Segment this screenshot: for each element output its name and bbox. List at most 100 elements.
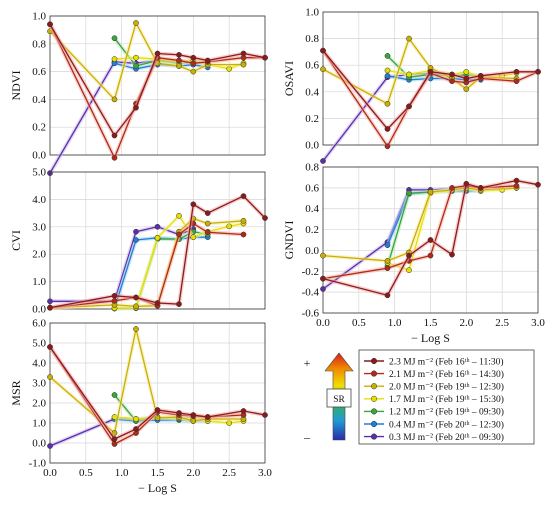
gndvi-data-point [535,181,541,188]
cvi-data-point [176,212,182,219]
msr-data-point [47,344,53,350]
ndvi-ytick-label: 1.0 [32,11,46,23]
cvi-data-point [240,193,247,199]
cvi-series-2 [47,220,247,311]
legend: + – SR 2.3 MJ m⁻² (Feb 16ᵗʰ – 11:30) 2.1 … [303,349,535,445]
ndvi-data-point [47,21,53,28]
cvi-ytick-label: 1.0 [32,276,46,288]
chart-msr: -1.00.01.02.03.04.05.06.00.0 0.5 1.0 1.5 2.0… [9,318,272,496]
msr-y-axis-label: MSR [9,380,23,405]
cvi-data-point [240,231,247,238]
gndvi-data-point [384,242,391,249]
legend-entries: 2.3 MJ m⁻² (Feb 16ᵗʰ – 11:30) 2.1 MJ m⁻² … [364,356,504,443]
legend-marker [370,408,378,415]
legend-label: 0.3 MJ m⁻² (Feb 20ᵗʰ – 09:30) [389,432,504,443]
osavi-plot-frame [322,11,539,146]
msr-xtick-label: 0.0 [43,467,57,479]
osavi-data-point [535,68,541,75]
cvi-ytick-label: 3.0 [32,221,46,233]
gndvi-data-point [427,189,434,195]
msr-series-1 [47,344,268,442]
gndvi-data-point [384,265,391,272]
msr-data-point [47,374,53,380]
legend-label: 1.7 MJ m⁻² (Feb 19ᵗʰ – 15:30) [389,394,504,405]
chart-gndvi: -0.6 -0.4 -0.2 0.0 0.2 0.4 0.6 0.8 0.0 0.5 1.0 1.5 2… [282,162,545,346]
ndvi-data-point [240,61,247,68]
osavi-data-point [384,67,391,74]
ndvi-data-point [226,65,233,72]
cvi-plot-frame [49,171,266,310]
legend-minus-sign: – [303,430,311,444]
osavi-ytick-label: 0.4 [305,86,319,98]
gndvi-xtick-label: 3.0 [531,317,545,329]
msr-xtick-label: 3.0 [258,467,272,479]
osavi-y-axis-label: OSAVI [282,61,296,96]
cvi-data-point [240,217,247,224]
osavi-series-1 [320,47,541,132]
cvi-ytick-label: 5.0 [32,167,46,179]
ndvi-data-point [133,104,139,111]
gndvi-ytick-label: -0.4 [302,287,320,299]
legend-box [358,349,535,445]
ndvi-series-3 [47,20,247,103]
msr-data-point [111,436,118,442]
cvi-y-axis-label: CVI [9,230,23,251]
cvi-ytick-label: 2.0 [32,249,46,261]
osavi-data-point [320,66,326,73]
cvi-data-point [111,297,118,304]
gndvi-data-point [320,252,326,259]
ndvi-ytick-label: 0.0 [32,150,46,162]
ndvi-data-point [154,50,161,57]
msr-xtick-label: 2.0 [186,467,200,479]
legend-marker [370,357,378,365]
msr-data-point [176,410,182,416]
gndvi-x-axis-label: − Log S [411,331,450,345]
ndvi-y-axis-label: NDVI [9,71,23,101]
msr-data-point [133,326,139,332]
legend-marker [370,420,378,428]
osavi-data-point [320,47,326,54]
cvi-data-point [204,220,211,227]
cvi-data-point [47,304,53,311]
ndvi-data-point [133,20,139,26]
gndvi-ytick-label: 0.4 [305,203,319,215]
ndvi-data-point [133,54,139,61]
msr-series-glow [48,345,244,446]
gndvi-data-point [406,190,412,196]
osavi-data-point [463,86,470,92]
osavi-data-point [320,158,326,164]
legend-marker [370,395,378,402]
gndvi-plot-frame [322,166,539,314]
msr-series-line [49,346,244,445]
msr-plot-frame [49,322,266,464]
cvi-series-1 [47,193,268,311]
osavi-data-point [406,103,412,110]
legend-marker [370,383,378,390]
cvi-data-point [226,223,233,230]
gndvi-data-point [427,252,434,259]
cvi-data-point [133,237,139,243]
cvi-ytick-label: 4.0 [32,194,46,206]
gndvi-data-point [384,292,391,299]
cvi-data-point [133,303,139,310]
gndvi-xtick-label: 2.0 [459,317,473,329]
cvi-data-point [204,210,211,216]
osavi-data-point [406,71,412,78]
ndvi-data-point [240,50,247,57]
cvi-data-point [204,229,211,236]
ndvi-data-point [176,52,182,58]
osavi-data-point [384,72,391,79]
msr-ytick-label: 1.0 [32,418,46,430]
msr-xtick-label: 1.5 [151,467,165,479]
msr-ytick-label: -1.0 [29,458,47,470]
cvi-data-point [176,301,182,307]
gndvi-series-1 [320,177,541,299]
legend-label: 0.4 MJ m⁻² (Feb 20ᵗʰ – 12:30) [389,419,504,430]
gndvi-ytick-label: -0.6 [302,308,320,320]
gndvi-data-point [427,237,434,243]
osavi-ytick-label: 0.2 [305,113,319,125]
legend-entry: 0.3 MJ m⁻² (Feb 20ᵗʰ – 09:30) [364,432,504,443]
msr-data-point [240,408,247,414]
osavi-data-point [463,75,470,82]
cvi-data-point [190,201,197,208]
